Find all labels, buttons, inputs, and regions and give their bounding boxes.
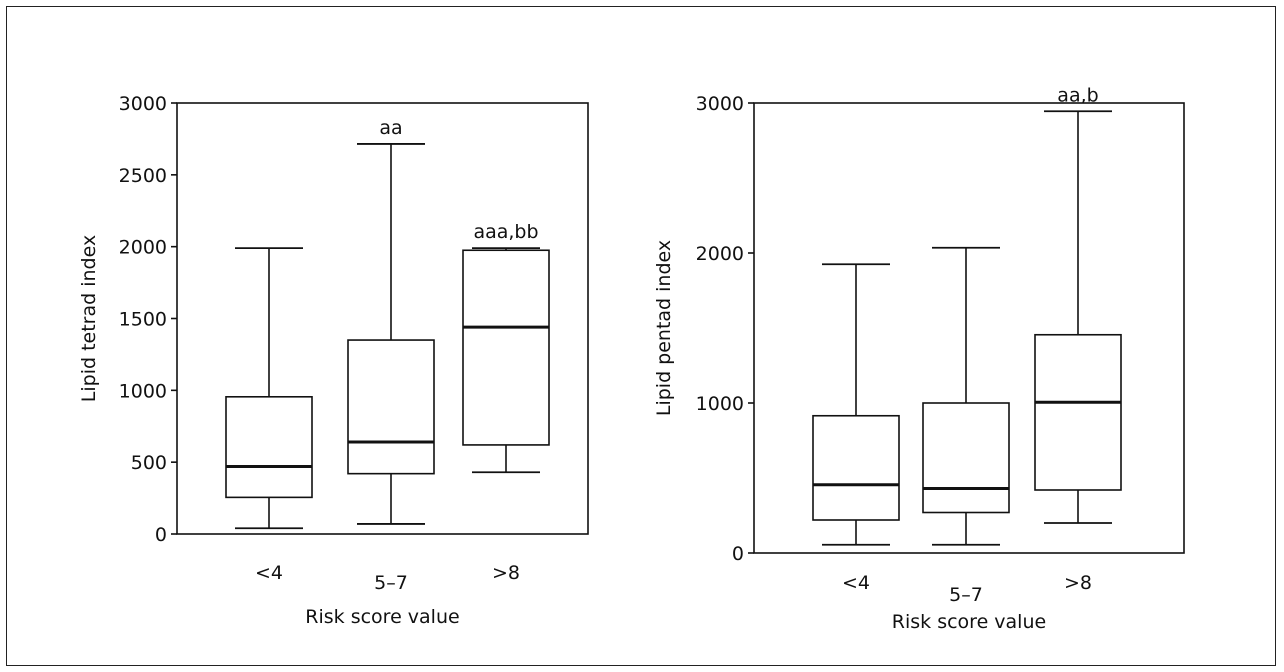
y-tick-label: 2000 [696,243,744,265]
chart-lipid-tetrad: 0 500 1000 1500 2000 2500 3000 Lipid tetrad ind… [78,93,589,628]
box-group: aa [347,117,435,525]
iqr-box [812,414,900,521]
box-group [225,247,313,530]
plot-area-frame [753,102,1185,554]
iqr-box [347,339,435,475]
iqr-box [922,402,1010,514]
figure-frame: 0 500 1000 1500 2000 2500 3000 Lipid tetrad ind… [6,6,1276,666]
x-tick-label: >8 [492,562,520,584]
y-tick-label: 1000 [119,380,167,402]
x-axis-label: Risk score value [892,611,1046,633]
significance-annotation: aaa,bb [473,221,538,243]
y-tick-label: 1500 [119,309,167,331]
x-tick-label: <4 [255,562,283,584]
x-tick-label: <4 [842,572,870,594]
y-tick-label: 3000 [119,93,167,115]
x-tick-label: >8 [1064,572,1092,594]
significance-annotation: aa [379,117,402,139]
iqr-box [462,249,550,446]
x-axis-label: Risk score value [305,606,459,628]
y-tick-label: 1000 [696,393,744,415]
y-tick-label: 3000 [696,93,744,115]
y-axis-label: Lipid pentad index [653,240,675,416]
y-tick-label: 2500 [119,165,167,187]
y-tick-label: 0 [155,524,167,546]
y-axis-label: Lipid tetrad index [78,235,100,402]
iqr-box [1034,333,1122,491]
y-tick-label: 500 [131,452,167,474]
box-group: aa,b [1034,84,1122,524]
y-tick-label: 0 [732,543,744,565]
figure-svg: 0 500 1000 1500 2000 2500 3000 Lipid tetrad ind… [78,84,1185,633]
y-tick-label: 2000 [119,237,167,259]
x-tick-label: 5–7 [949,584,983,606]
box-group: aaa,bb [462,221,550,474]
box-group [922,246,1010,546]
box-group [812,263,900,546]
x-tick-label: 5–7 [374,572,408,594]
chart-lipid-pentad: 0 1000 2000 3000 Lipid pentad index Risk scor… [653,84,1185,633]
significance-annotation: aa,b [1057,84,1098,106]
iqr-box [225,395,313,499]
